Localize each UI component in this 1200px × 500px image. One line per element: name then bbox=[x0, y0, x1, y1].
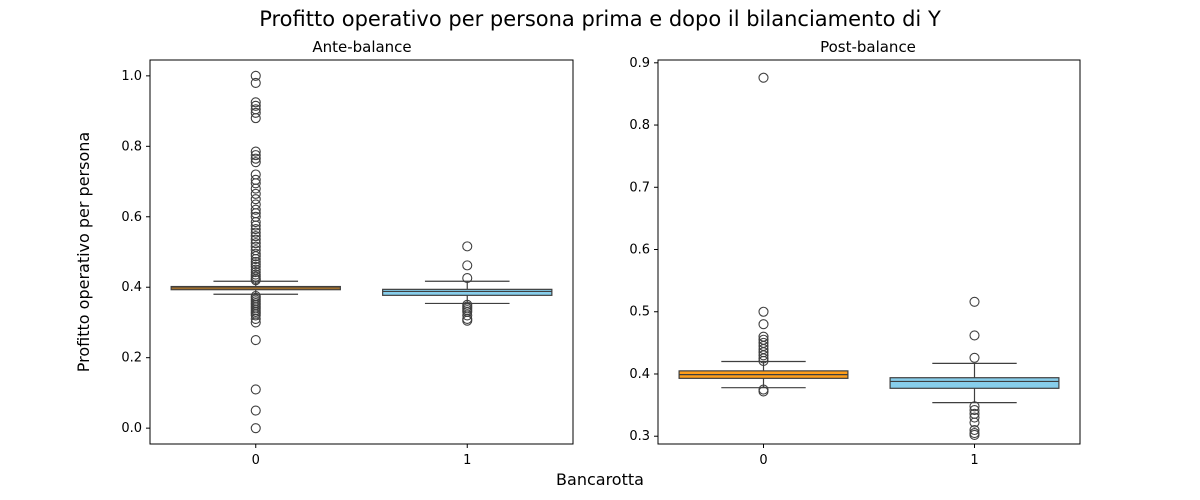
y-tick-label: 0.8 bbox=[629, 118, 650, 133]
y-tick-label: 0.6 bbox=[629, 243, 650, 258]
outlier-point bbox=[250, 423, 261, 434]
y-tick-label: 0.6 bbox=[121, 210, 142, 225]
outlier-point bbox=[250, 317, 261, 328]
outlier-point bbox=[758, 306, 769, 317]
outlier-point bbox=[250, 220, 261, 231]
outlier-point bbox=[250, 256, 261, 267]
outlier-point bbox=[250, 157, 261, 168]
plot-frame bbox=[149, 59, 574, 445]
outlier-point bbox=[250, 146, 261, 157]
outlier-point bbox=[250, 313, 261, 324]
outlier-point bbox=[250, 231, 261, 242]
outlier-point bbox=[250, 227, 261, 238]
y-tick-label: 0.8 bbox=[121, 139, 142, 154]
y-tick-label: 1.0 bbox=[121, 69, 142, 84]
box-iqr bbox=[382, 288, 553, 296]
figure-ylabel: Profitto operativo per persona bbox=[74, 132, 93, 372]
outlier-point bbox=[250, 77, 261, 88]
outlier-point bbox=[758, 319, 769, 330]
outlier-point bbox=[969, 330, 980, 341]
outlier-point bbox=[969, 417, 980, 428]
outlier-point bbox=[462, 315, 473, 326]
subplot-marks: 0.3 0.4 0.5 0.6 0.7 0.8 0.9 0 1 bbox=[629, 56, 1060, 468]
y-tick-label: 0.9 bbox=[629, 56, 650, 71]
outlier-point bbox=[969, 296, 980, 307]
outlier-point bbox=[250, 183, 261, 194]
outlier-point bbox=[250, 113, 261, 124]
outlier-point bbox=[250, 251, 261, 262]
outlier-point bbox=[250, 234, 261, 245]
outlier-point bbox=[250, 253, 261, 265]
outlier-point bbox=[758, 353, 769, 364]
outlier-point bbox=[250, 150, 261, 161]
outlier-point bbox=[250, 107, 261, 118]
y-tick-label: 0.7 bbox=[629, 180, 650, 195]
figure-title: Profitto operativo per persona prima e d… bbox=[259, 7, 941, 31]
box-iqr bbox=[889, 377, 1060, 389]
x-tick-label: 1 bbox=[970, 453, 978, 468]
outlier-point bbox=[969, 424, 980, 436]
outlier-point bbox=[758, 72, 769, 83]
y-tick-label: 0.0 bbox=[121, 421, 142, 436]
outlier-point bbox=[250, 267, 261, 278]
outlier-point bbox=[250, 248, 261, 259]
outlier-point bbox=[250, 217, 261, 228]
y-tick-label: 0.4 bbox=[121, 280, 142, 295]
x-tick-label: 1 bbox=[463, 453, 471, 468]
outlier-point bbox=[462, 310, 473, 321]
outlier-point bbox=[758, 386, 769, 397]
outlier-point bbox=[250, 405, 261, 416]
outlier-point bbox=[250, 194, 261, 205]
outlier-point bbox=[969, 412, 980, 423]
outlier-point bbox=[250, 169, 261, 180]
outlier-point bbox=[969, 352, 980, 363]
outlier-point bbox=[250, 70, 261, 81]
outlier-point bbox=[250, 384, 261, 395]
plot-frame bbox=[657, 59, 1081, 445]
y-tick-label: 0.3 bbox=[629, 429, 650, 444]
outlier-point bbox=[250, 259, 261, 270]
outlier-point bbox=[250, 275, 261, 286]
outlier-point bbox=[250, 238, 261, 249]
outlier-point bbox=[969, 401, 980, 412]
subplot-marks: 0.0 0.2 0.4 0.6 0.8 1.0 0 1 bbox=[121, 69, 553, 468]
subplot-ante-balance: Ante-balance 0.0 0.2 0.4 0.6 0.8 1.0 0 1 bbox=[121, 38, 574, 468]
x-tick-label: 0 bbox=[252, 453, 260, 468]
outlier-point bbox=[758, 350, 769, 361]
figure-xlabel: Bancarotta bbox=[556, 470, 644, 489]
y-tick-label: 0.2 bbox=[121, 351, 142, 366]
outlier-point bbox=[969, 429, 980, 441]
subplot-title: Ante-balance bbox=[312, 38, 411, 56]
outlier-point bbox=[758, 355, 769, 366]
y-tick-label: 0.5 bbox=[629, 305, 650, 320]
outlier-point bbox=[462, 273, 473, 284]
outlier-point bbox=[969, 405, 980, 416]
outlier-point bbox=[250, 97, 261, 108]
y-tick-label: 0.4 bbox=[629, 367, 650, 382]
outlier-point bbox=[250, 224, 261, 235]
outlier-point bbox=[250, 335, 261, 346]
outlier-point bbox=[250, 178, 261, 189]
outlier-point bbox=[462, 260, 473, 271]
outlier-point bbox=[250, 310, 261, 321]
outlier-point bbox=[250, 188, 261, 199]
subplot-post-balance: Post-balance 0.3 0.4 0.5 0.6 0.7 0.8 0.9 0 1 bbox=[629, 38, 1081, 468]
outlier-point bbox=[250, 100, 261, 111]
outlier-point bbox=[250, 199, 261, 210]
subplot-title: Post-balance bbox=[820, 38, 916, 56]
outlier-point bbox=[250, 153, 261, 164]
x-tick-label: 0 bbox=[759, 453, 767, 468]
outlier-point bbox=[250, 261, 261, 272]
outlier-point bbox=[250, 204, 261, 215]
outlier-point bbox=[462, 241, 473, 252]
